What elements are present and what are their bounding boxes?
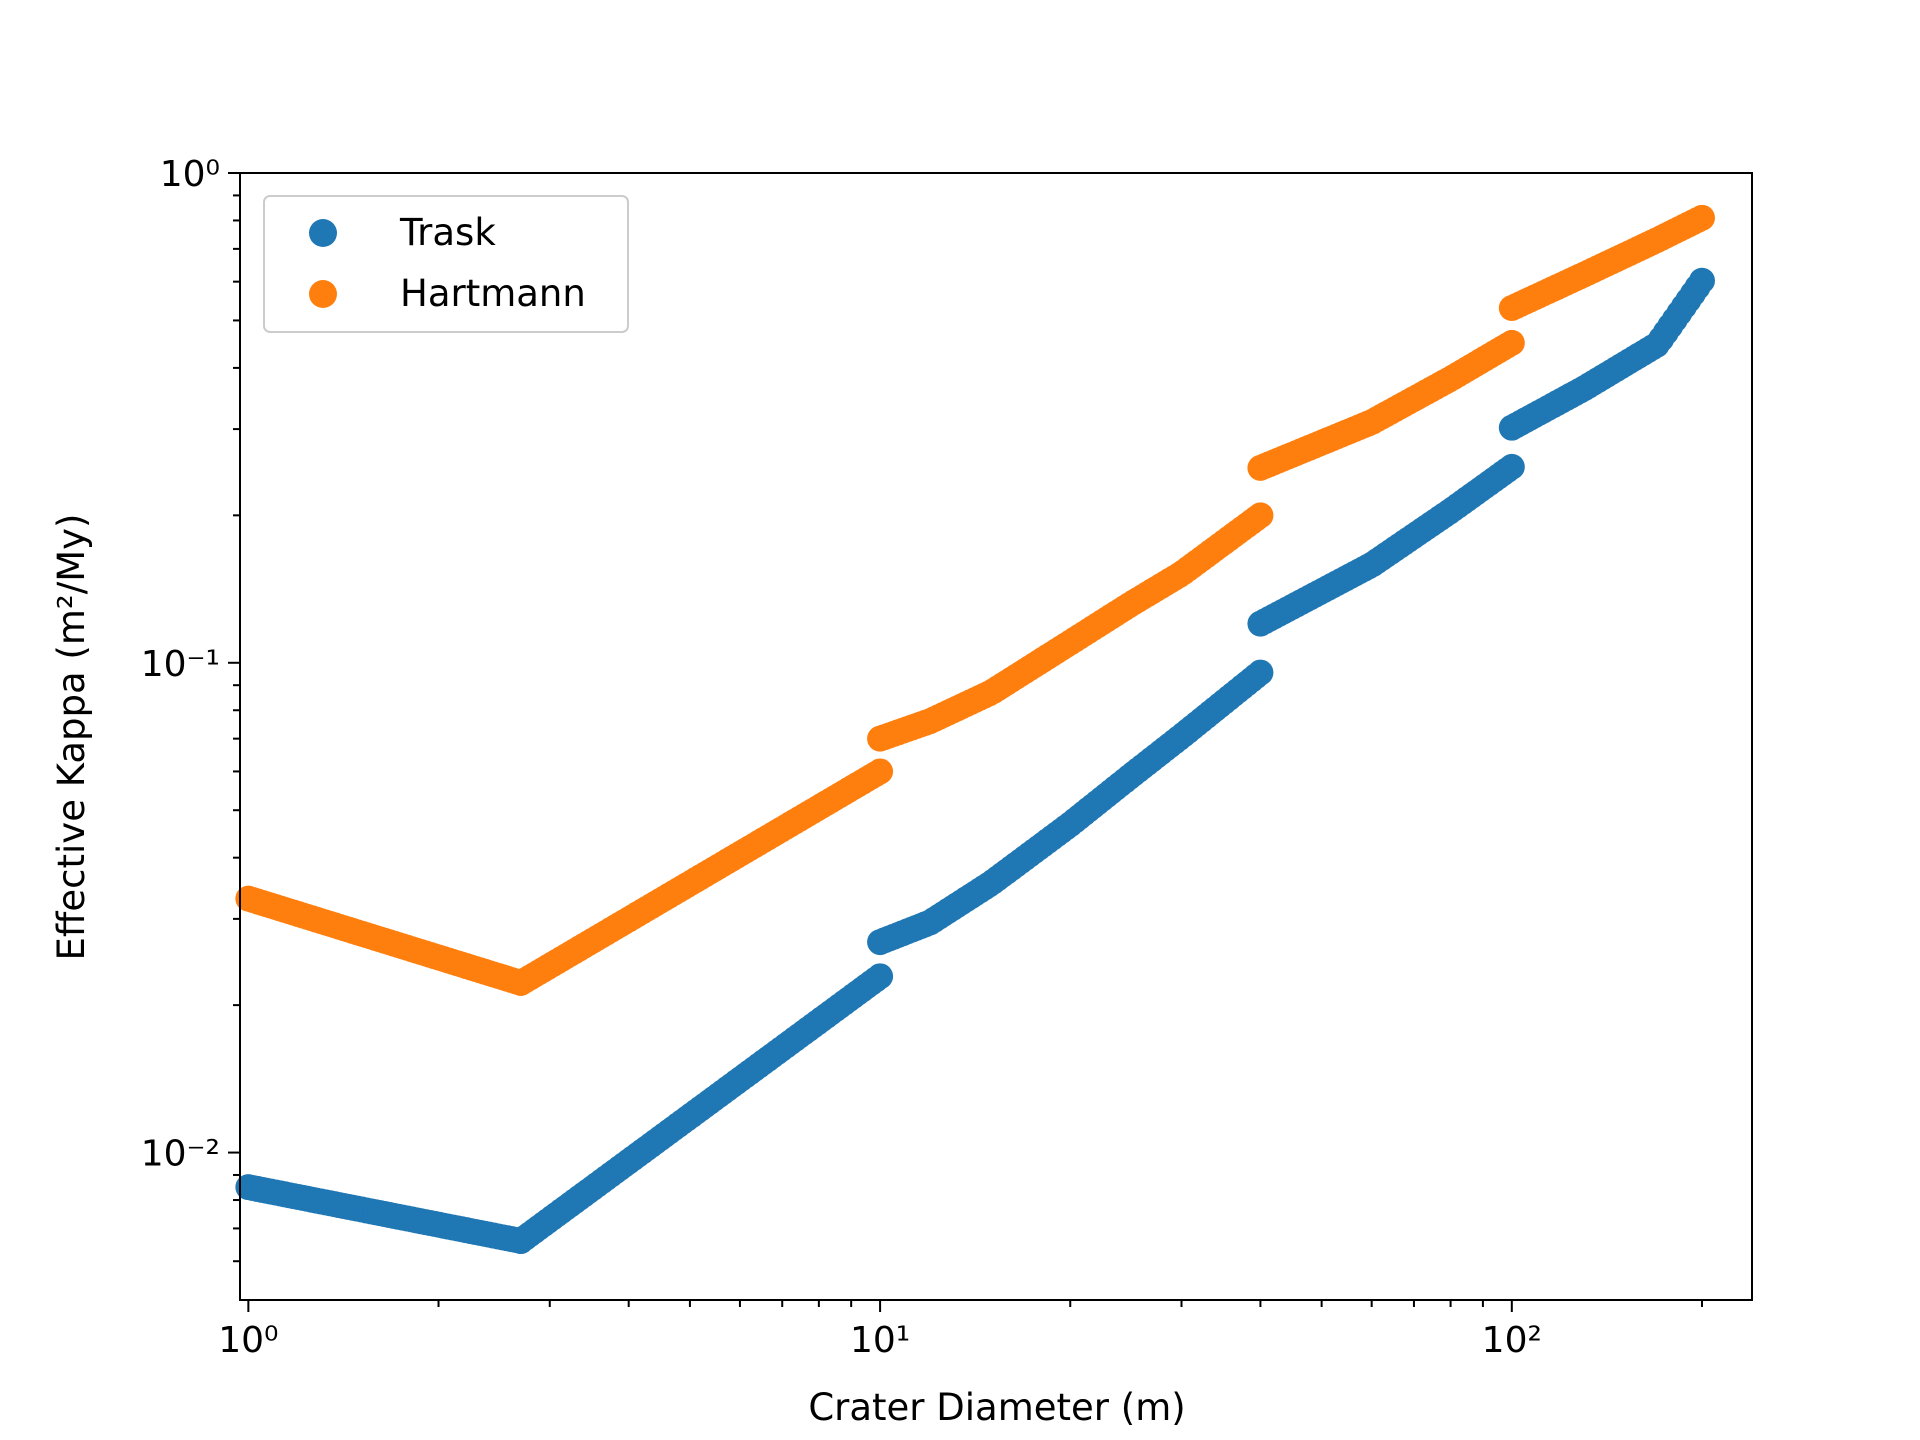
- legend-marker-hartmann: [309, 280, 337, 308]
- series-trask: [235, 267, 1715, 1254]
- plot-frame: [239, 172, 1753, 1301]
- x-tick-label: 10²: [1482, 1320, 1542, 1361]
- y-tick-label: 10⁻¹: [141, 644, 220, 685]
- chart-marks: [235, 204, 1715, 1254]
- axis-ticks: 10⁰ 10¹ 10² 10⁻² 10⁻¹ 10⁰: [141, 154, 1703, 1361]
- data-point-trask: [1247, 659, 1274, 686]
- data-point-hartmann: [867, 758, 894, 785]
- legend-label-trask: Trask: [399, 211, 496, 254]
- data-point-trask: [867, 963, 894, 990]
- data-point-trask: [1498, 453, 1525, 480]
- data-point-hartmann: [1498, 329, 1525, 356]
- legend-label-hartmann: Hartmann: [400, 272, 586, 315]
- data-point-hartmann: [1688, 204, 1715, 231]
- data-point-trask: [1688, 267, 1715, 294]
- y-axis-label: Effective Kappa (m²/My): [50, 514, 93, 961]
- data-point-hartmann: [1247, 502, 1274, 529]
- y-tick-label: 10⁻²: [141, 1134, 220, 1175]
- legend-marker-trask: [309, 219, 337, 247]
- y-tick-label: 10⁰: [160, 154, 220, 195]
- x-tick-label: 10⁰: [218, 1320, 278, 1361]
- x-tick-label: 10¹: [850, 1320, 910, 1361]
- legend: Trask Hartmann: [263, 195, 629, 333]
- series-hartmann: [235, 204, 1715, 996]
- x-axis-label: Crater Diameter (m): [808, 1386, 1185, 1429]
- legend-box: [263, 195, 629, 333]
